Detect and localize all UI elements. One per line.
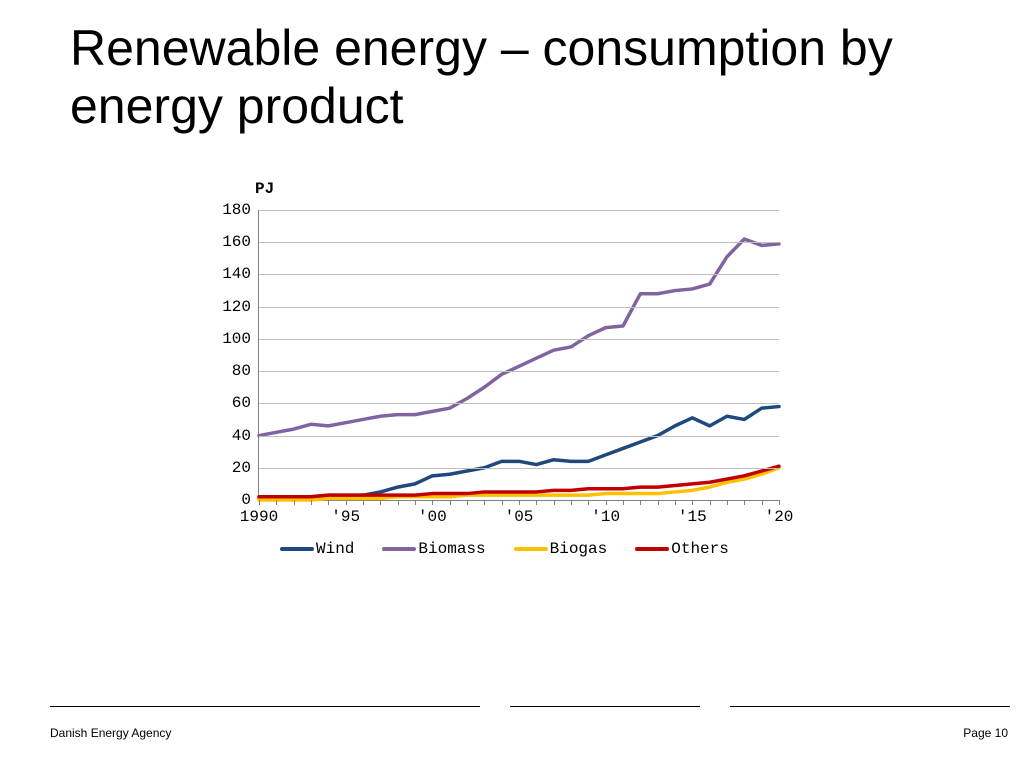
x-tick bbox=[675, 500, 676, 505]
legend-label: Biogas bbox=[550, 540, 608, 558]
x-tick bbox=[311, 500, 312, 505]
x-tick bbox=[727, 500, 728, 505]
grid-line bbox=[259, 307, 779, 308]
x-tick-label: '20 bbox=[765, 508, 794, 526]
x-tick bbox=[398, 500, 399, 505]
grid-line bbox=[259, 371, 779, 372]
x-tick bbox=[450, 500, 451, 505]
x-tick bbox=[259, 500, 260, 505]
legend-label: Others bbox=[671, 540, 729, 558]
legend-item-biogas: Biogas bbox=[514, 540, 608, 558]
grid-line bbox=[259, 339, 779, 340]
y-tick-label: 60 bbox=[232, 394, 251, 412]
x-tick bbox=[346, 500, 347, 505]
x-tick bbox=[380, 500, 381, 505]
legend-label: Biomass bbox=[418, 540, 485, 558]
x-tick-label: 1990 bbox=[240, 508, 278, 526]
y-tick-label: 20 bbox=[232, 459, 251, 477]
footer-segment bbox=[730, 706, 1010, 707]
x-tick bbox=[432, 500, 433, 505]
x-tick bbox=[294, 500, 295, 505]
x-tick-label: '10 bbox=[591, 508, 620, 526]
x-tick bbox=[571, 500, 572, 505]
x-tick bbox=[606, 500, 607, 505]
x-tick bbox=[692, 500, 693, 505]
x-tick bbox=[710, 500, 711, 505]
x-tick-label: '05 bbox=[505, 508, 534, 526]
plot-area: 0204060801001201401601801990'95'00'05'10… bbox=[258, 210, 779, 501]
y-tick-label: 80 bbox=[232, 362, 251, 380]
grid-line bbox=[259, 242, 779, 243]
grid-line bbox=[259, 468, 779, 469]
x-tick bbox=[536, 500, 537, 505]
y-axis-unit: PJ bbox=[255, 180, 274, 198]
x-tick-label: '15 bbox=[678, 508, 707, 526]
x-tick-label: '00 bbox=[418, 508, 447, 526]
legend-item-biomass: Biomass bbox=[382, 540, 485, 558]
y-tick-label: 140 bbox=[222, 265, 251, 283]
grid-line bbox=[259, 274, 779, 275]
chart-legend: Wind Biomass Biogas Others bbox=[280, 540, 729, 558]
x-tick bbox=[658, 500, 659, 505]
x-tick bbox=[502, 500, 503, 505]
grid-line bbox=[259, 403, 779, 404]
y-tick-label: 160 bbox=[222, 233, 251, 251]
footer-segment bbox=[50, 706, 480, 707]
y-tick-label: 0 bbox=[241, 491, 251, 509]
y-tick-label: 100 bbox=[222, 330, 251, 348]
y-tick-label: 180 bbox=[222, 201, 251, 219]
x-tick bbox=[415, 500, 416, 505]
x-tick bbox=[554, 500, 555, 505]
x-tick bbox=[484, 500, 485, 505]
legend-item-others: Others bbox=[635, 540, 729, 558]
x-tick bbox=[762, 500, 763, 505]
x-tick bbox=[744, 500, 745, 505]
legend-item-wind: Wind bbox=[280, 540, 354, 558]
x-tick bbox=[519, 500, 520, 505]
footer-page-number: Page 10 bbox=[963, 726, 1008, 740]
footer-segment bbox=[510, 706, 700, 707]
x-tick bbox=[623, 500, 624, 505]
x-tick bbox=[363, 500, 364, 505]
x-tick bbox=[588, 500, 589, 505]
grid-line bbox=[259, 210, 779, 211]
x-tick bbox=[276, 500, 277, 505]
x-tick bbox=[640, 500, 641, 505]
chart-lines bbox=[259, 210, 779, 500]
legend-swatch bbox=[382, 547, 416, 551]
energy-chart: PJ 0204060801001201401601801990'95'00'05… bbox=[210, 175, 790, 585]
y-tick-label: 40 bbox=[232, 427, 251, 445]
x-tick bbox=[467, 500, 468, 505]
legend-swatch bbox=[635, 547, 669, 551]
grid-line bbox=[259, 436, 779, 437]
x-tick bbox=[328, 500, 329, 505]
x-tick-label: '95 bbox=[331, 508, 360, 526]
page-title: Renewable energy – consumption by energy… bbox=[70, 20, 1024, 135]
x-tick bbox=[779, 500, 780, 505]
legend-swatch bbox=[280, 547, 314, 551]
legend-label: Wind bbox=[316, 540, 354, 558]
series-line-others bbox=[259, 466, 779, 497]
footer-divider bbox=[0, 706, 1024, 708]
series-line-biomass bbox=[259, 239, 779, 436]
footer-source: Danish Energy Agency bbox=[50, 726, 171, 740]
legend-swatch bbox=[514, 547, 548, 551]
y-tick-label: 120 bbox=[222, 298, 251, 316]
